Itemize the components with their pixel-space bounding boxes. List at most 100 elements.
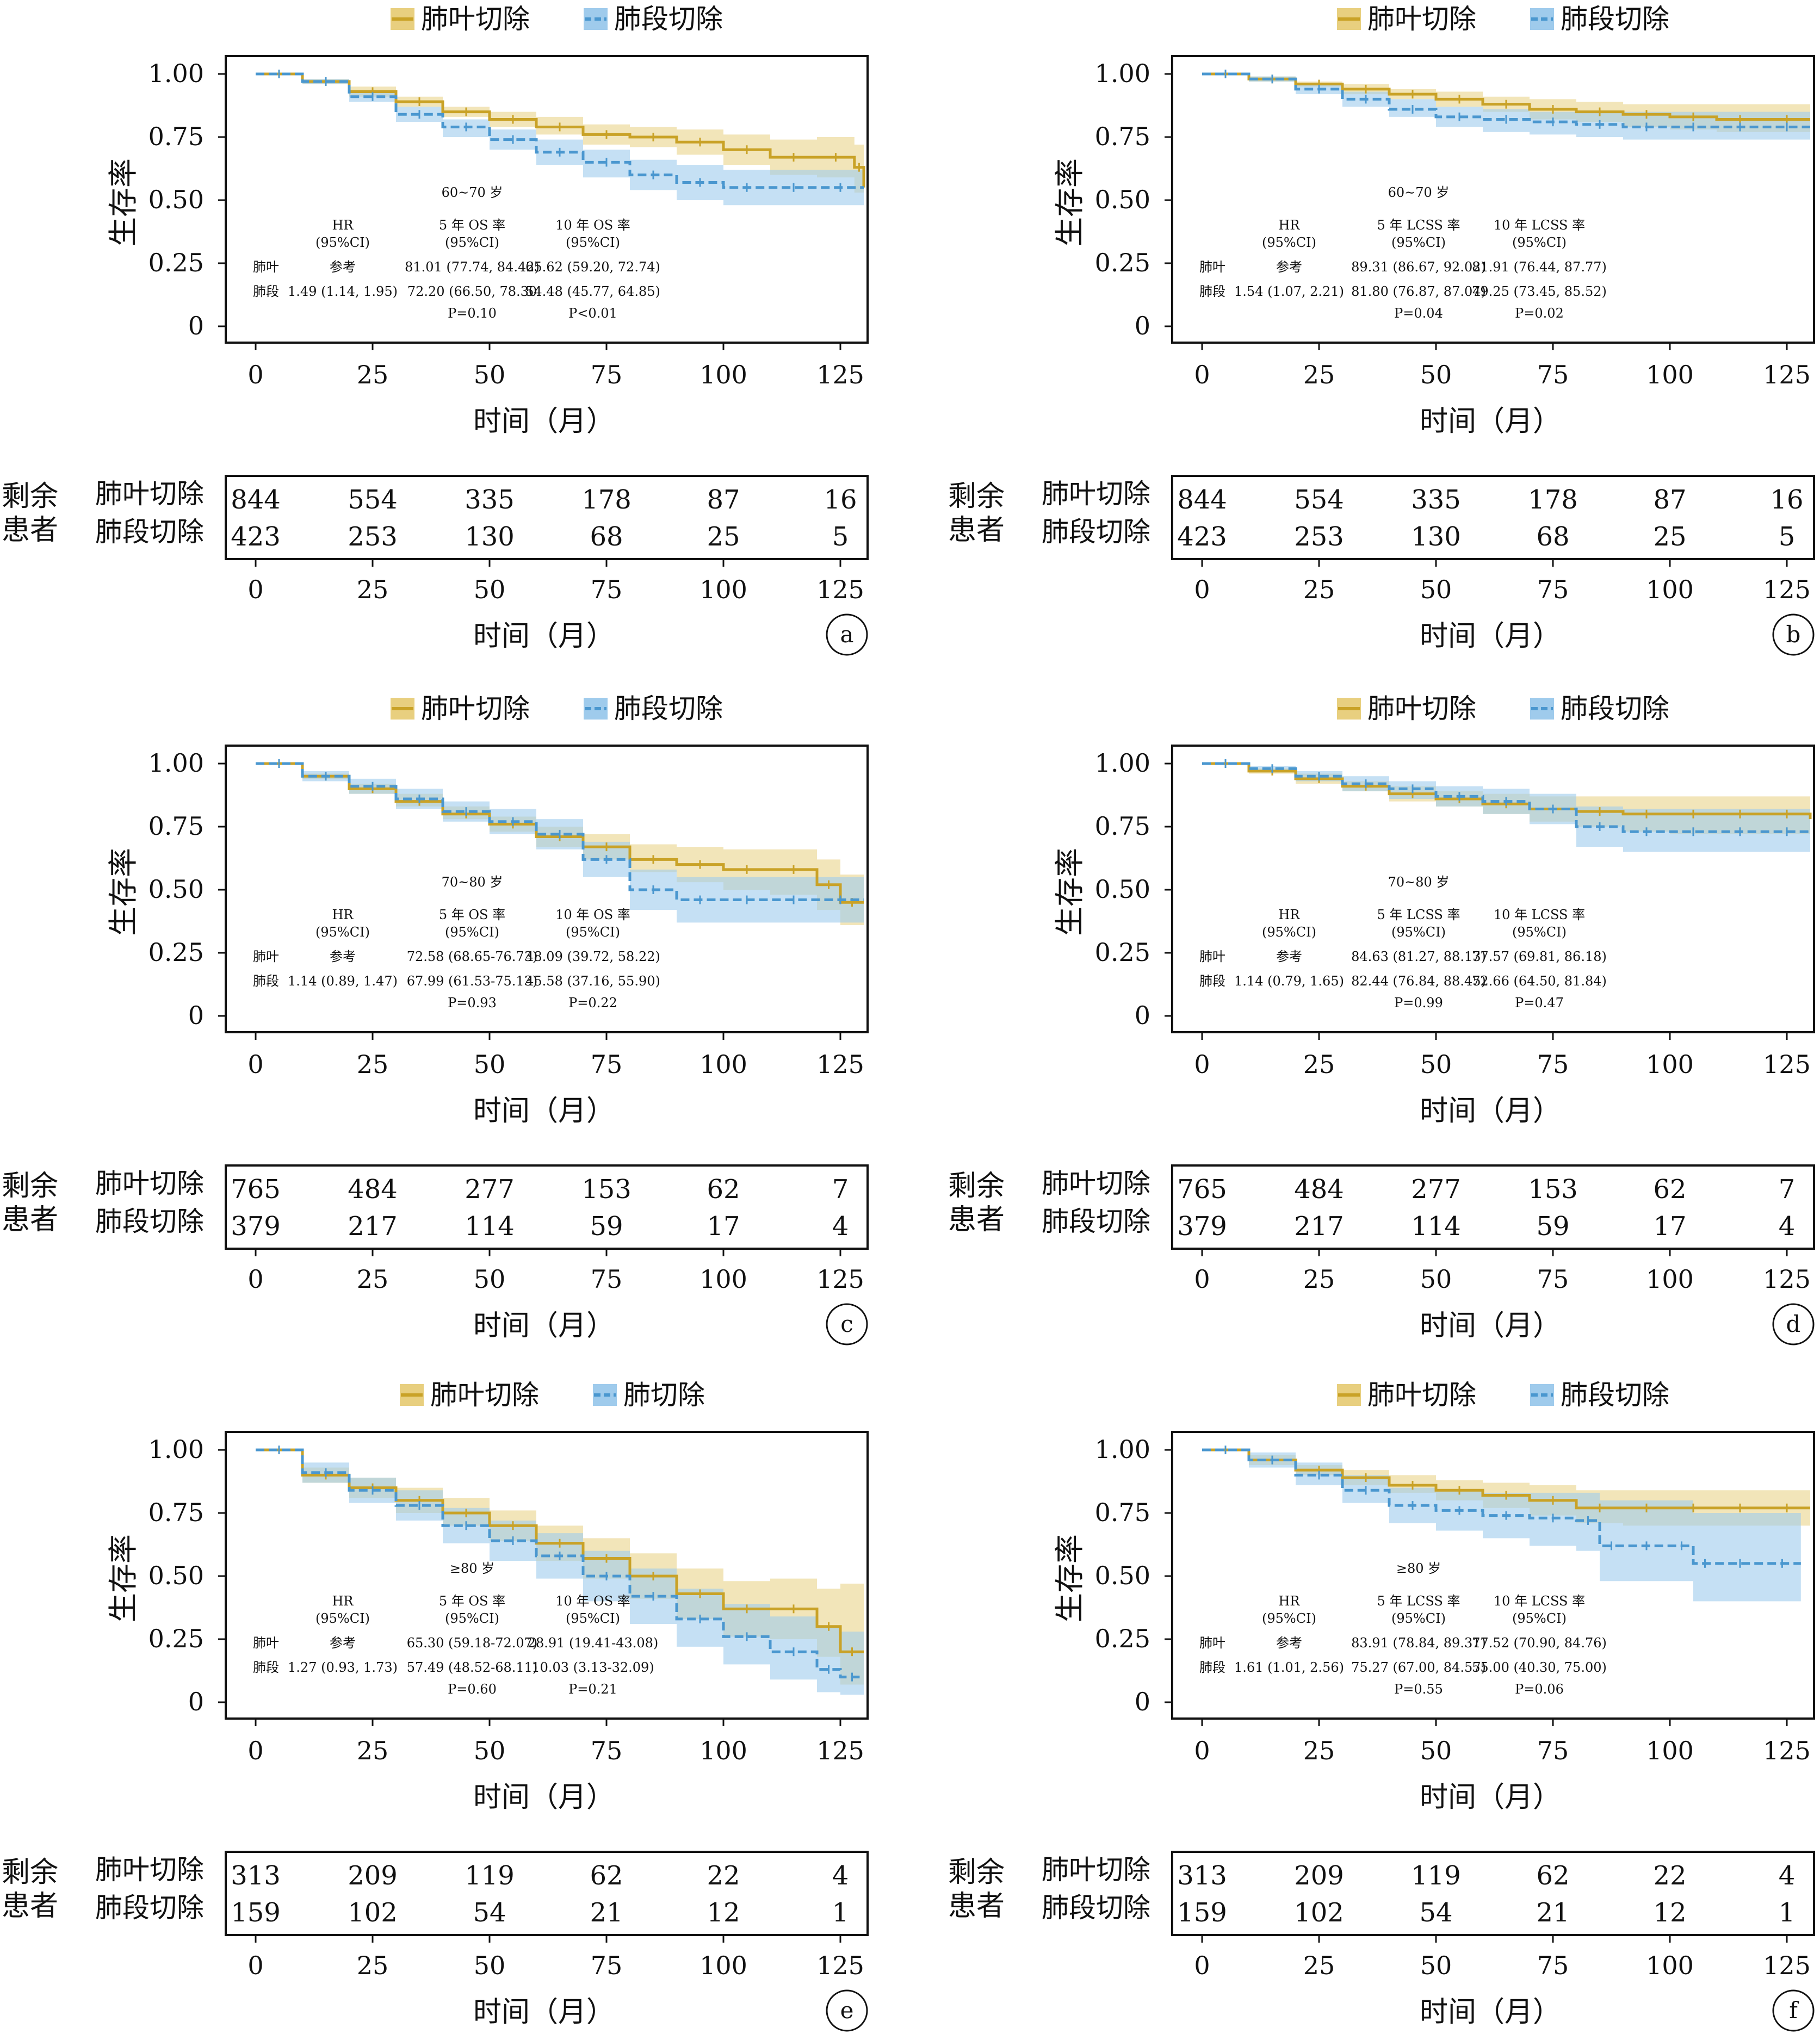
x-tick-label: 75 [1537, 1050, 1569, 1079]
stats-seg-hr: 1.14 (0.89, 1.47) [288, 973, 398, 989]
stats-rate10-header: 10 年 LCSS 率 [1494, 218, 1585, 233]
risk-title-line2: 患者 [948, 514, 1005, 547]
x-tick-label: 75 [591, 1050, 623, 1079]
ci-band-seg [256, 764, 864, 923]
stats-p5: P=0.60 [448, 1682, 497, 1697]
stats-seg-rate10: 55.00 (40.30, 75.00) [1472, 1660, 1607, 1675]
x-tick-label: 25 [1303, 1736, 1335, 1765]
risk-count-seg: 253 [348, 522, 398, 552]
stats-lobe-rate5: 83.91 (78.84, 89.31) [1351, 1635, 1486, 1651]
risk-x-tick-label: 0 [1194, 1264, 1210, 1294]
risk-table-frame [225, 1851, 869, 1936]
risk-row-label-seg: 肺段切除 [1042, 516, 1150, 548]
risk-title-line1: 剩余 [2, 1170, 58, 1202]
stats-seg-rate5: 72.20 (66.50, 78.30 [407, 284, 537, 299]
risk-table-frame [1171, 475, 1815, 560]
stats-hr-ci-header: (95%CI) [315, 235, 370, 250]
stats-group-label: ≥80 岁 [450, 1561, 494, 1576]
stats-hr-header: HR [332, 907, 354, 922]
risk-count-seg: 159 [1177, 1897, 1227, 1928]
stats-lobe-label: 肺叶 [253, 949, 279, 964]
y-tick-label: 1.00 [148, 748, 204, 778]
risk-title-line2: 患者 [2, 1890, 58, 1923]
y-tick-label: 1.00 [148, 59, 204, 88]
risk-x-tick-label: 0 [1194, 1951, 1210, 1980]
risk-count-lobe: 153 [1528, 1174, 1578, 1205]
risk-count-seg: 4 [1779, 1211, 1796, 1242]
x-tick-label: 0 [247, 1050, 263, 1079]
stats-seg-rate10: 10.03 (3.13-32.09) [531, 1660, 654, 1675]
risk-count-lobe: 765 [1177, 1174, 1227, 1205]
stats-rate5-header: 5 年 LCSS 率 [1377, 218, 1460, 233]
risk-count-lobe: 153 [581, 1174, 632, 1205]
x-axis-label: 时间（月） [1420, 405, 1561, 438]
stats-seg-label: 肺段 [1199, 284, 1225, 299]
risk-count-lobe: 22 [1653, 1861, 1686, 1891]
risk-x-axis-label: 时间（月） [473, 1310, 615, 1342]
stats-seg-rate10: 54.48 (45.77, 64.85) [525, 284, 660, 299]
y-tick-label: 0 [1135, 311, 1150, 340]
risk-title-line1: 剩余 [948, 480, 1005, 513]
risk-count-seg: 114 [1411, 1211, 1461, 1242]
y-tick-label: 0.25 [1095, 248, 1150, 277]
x-tick-label: 125 [1763, 360, 1811, 389]
risk-count-lobe: 484 [1294, 1174, 1344, 1205]
x-tick-label: 100 [699, 360, 747, 389]
risk-count-seg: 217 [348, 1211, 398, 1242]
stats-rate5-ci-header: (95%CI) [445, 925, 499, 940]
risk-count-seg: 423 [1177, 522, 1227, 552]
stats-seg-rate10: 45.58 (37.16, 55.90) [525, 973, 660, 989]
x-tick-label: 75 [591, 360, 623, 389]
stats-seg-rate5: 82.44 (76.84, 88.45) [1351, 973, 1486, 989]
stats-seg-rate10: 72.66 (64.50, 81.84) [1472, 973, 1607, 989]
km-curve-lobe [256, 1448, 864, 1653]
stats-lobe-rate10: 77.57 (69.81, 86.18) [1472, 949, 1607, 964]
risk-count-lobe: 209 [1294, 1861, 1344, 1891]
risk-count-seg: 21 [1536, 1897, 1569, 1928]
risk-count-seg: 17 [707, 1211, 740, 1242]
stats-seg-hr: 1.54 (1.07, 2.21) [1234, 284, 1344, 299]
stats-p5: P=0.55 [1394, 1682, 1443, 1697]
risk-count-lobe: 62 [1653, 1174, 1686, 1205]
stats-rate5-header: 5 年 LCSS 率 [1377, 1593, 1460, 1609]
stats-p10: P=0.06 [1515, 1682, 1564, 1697]
x-tick-label: 25 [1303, 1050, 1335, 1079]
risk-x-tick-label: 50 [1420, 1264, 1452, 1294]
stats-seg-label: 肺段 [1199, 1660, 1225, 1675]
risk-x-tick-label: 25 [1303, 575, 1335, 604]
panel-letter: e [840, 1997, 854, 2024]
km-curve-lobe [256, 762, 864, 904]
risk-count-lobe: 119 [465, 1861, 515, 1891]
risk-count-seg: 217 [1294, 1211, 1344, 1242]
risk-x-tick-label: 0 [1194, 575, 1210, 604]
panel-letter: f [1789, 1997, 1799, 2024]
y-tick-label: 0.25 [148, 1624, 204, 1653]
panel-letter-circle [1772, 1989, 1815, 2032]
risk-row-label-lobe: 肺叶切除 [95, 478, 204, 510]
stats-rate10-header: 10 年 OS 率 [555, 907, 630, 922]
legend-label-seg: 肺切除 [623, 1379, 705, 1411]
risk-count-lobe: 87 [707, 485, 740, 515]
legend-label-lobe: 肺叶切除 [1367, 3, 1476, 35]
panel-letter: d [1786, 1311, 1801, 1337]
stats-p5: P=0.04 [1394, 306, 1443, 321]
y-tick-label: 0.25 [148, 248, 204, 277]
risk-count-lobe: 484 [348, 1174, 398, 1205]
stats-hr-ci-header: (95%CI) [1262, 1611, 1316, 1626]
risk-row-label-lobe: 肺叶切除 [1042, 1854, 1150, 1886]
stats-seg-rate10: 79.25 (73.45, 85.52) [1472, 284, 1607, 299]
risk-x-tick-label: 75 [591, 1951, 623, 1980]
x-tick-label: 125 [1763, 1050, 1811, 1079]
risk-x-tick-label: 50 [474, 1264, 506, 1294]
stats-seg-hr: 1.27 (0.93, 1.73) [288, 1660, 398, 1675]
stats-rate5-ci-header: (95%CI) [1391, 1611, 1446, 1626]
x-tick-label: 50 [474, 1050, 506, 1079]
y-tick-label: 0.75 [148, 122, 204, 151]
y-axis-label: 生存率 [1053, 1534, 1087, 1622]
stats-lobe-rate10: 77.52 (70.90, 84.76) [1472, 1635, 1607, 1651]
stats-rate5-ci-header: (95%CI) [445, 1611, 499, 1626]
panel-letter-circle [826, 613, 868, 656]
stats-lobe-label: 肺叶 [1199, 259, 1225, 275]
risk-row-label-lobe: 肺叶切除 [95, 1168, 204, 1199]
x-tick-label: 25 [357, 1736, 389, 1765]
